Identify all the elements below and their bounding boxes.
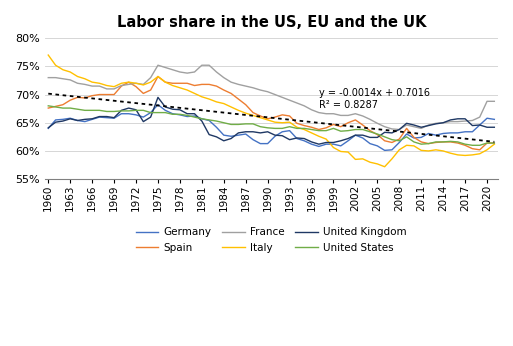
Germany: [447, 131, 453, 135]
Germany: [169, 112, 175, 116]
France: [447, 119, 453, 124]
Italy: [162, 80, 168, 84]
Title: Labor share in the US, EU and the UK: Labor share in the US, EU and the UK: [116, 15, 426, 30]
Spain: [323, 126, 329, 130]
Line: France: France: [48, 65, 495, 129]
Germany: [82, 119, 88, 124]
Germany: [45, 126, 51, 130]
Spain: [82, 96, 88, 100]
Spain: [155, 74, 161, 79]
France: [169, 68, 175, 72]
United Kingdom: [82, 117, 88, 121]
France: [155, 63, 161, 67]
United Kingdom: [169, 107, 175, 111]
Spain: [45, 106, 51, 110]
Spain: [169, 81, 175, 85]
Germany: [323, 142, 329, 146]
France: [45, 75, 51, 80]
Italy: [382, 165, 388, 169]
United States: [265, 126, 271, 130]
Italy: [45, 53, 51, 57]
Line: United States: United States: [48, 106, 495, 145]
Line: Germany: Germany: [48, 105, 495, 151]
Italy: [133, 81, 139, 85]
United Kingdom: [45, 126, 51, 130]
France: [323, 112, 329, 116]
Germany: [491, 117, 498, 121]
Germany: [133, 113, 139, 117]
Spain: [477, 148, 483, 152]
Italy: [491, 142, 498, 146]
Germany: [155, 103, 161, 107]
France: [133, 81, 139, 85]
Italy: [316, 134, 322, 138]
United States: [316, 129, 322, 133]
Legend: Germany, Spain, France, Italy, United Kingdom, United States: Germany, Spain, France, Italy, United Ki…: [135, 227, 407, 253]
United States: [469, 143, 476, 147]
Spain: [491, 141, 498, 145]
Line: Italy: Italy: [48, 55, 495, 167]
Spain: [272, 115, 278, 119]
Italy: [82, 77, 88, 81]
Italy: [265, 118, 271, 122]
France: [82, 82, 88, 86]
United States: [82, 108, 88, 112]
United Kingdom: [133, 108, 139, 112]
United States: [45, 104, 51, 108]
Spain: [440, 140, 446, 144]
United Kingdom: [491, 125, 498, 129]
United States: [491, 141, 498, 145]
France: [491, 99, 498, 103]
United States: [133, 108, 139, 112]
United States: [162, 110, 168, 115]
Line: Spain: Spain: [48, 76, 495, 150]
United Kingdom: [447, 118, 453, 122]
United States: [433, 140, 439, 144]
United Kingdom: [330, 140, 337, 145]
Spain: [133, 84, 139, 89]
United Kingdom: [272, 133, 278, 137]
Text: y = -0.0014x + 0.7016
R² = 0.8287: y = -0.0014x + 0.7016 R² = 0.8287: [319, 88, 430, 110]
Germany: [382, 148, 388, 153]
France: [272, 92, 278, 97]
France: [396, 127, 402, 131]
Italy: [440, 149, 446, 153]
United Kingdom: [316, 142, 322, 146]
Line: United Kingdom: United Kingdom: [48, 97, 495, 144]
United Kingdom: [155, 95, 161, 99]
Germany: [272, 134, 278, 138]
